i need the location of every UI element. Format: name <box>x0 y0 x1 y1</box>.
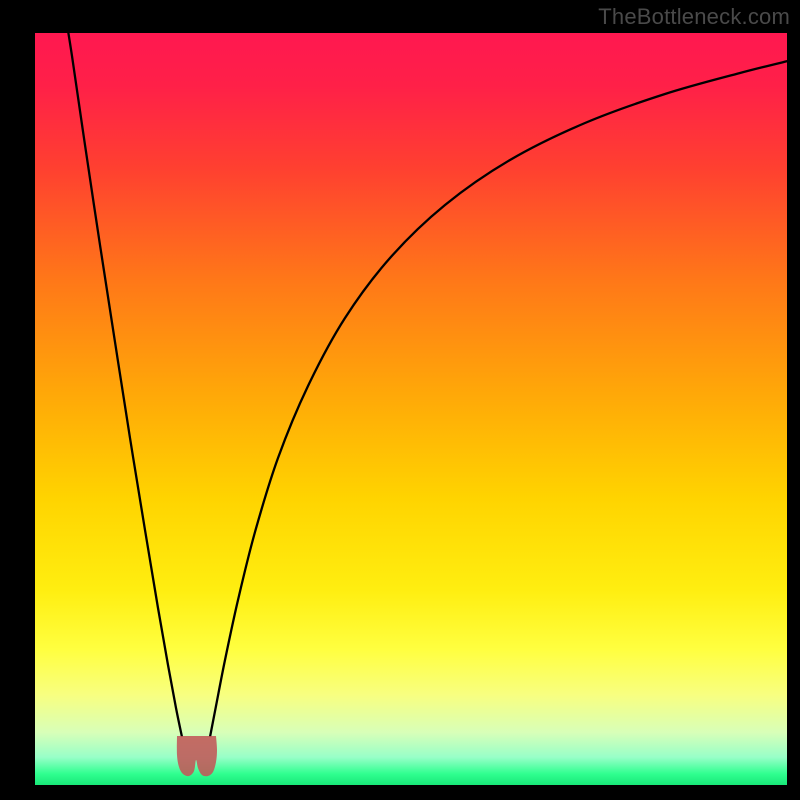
watermark-text: TheBottleneck.com <box>598 4 790 30</box>
plot-background <box>35 33 787 785</box>
bottleneck-chart <box>0 0 800 800</box>
